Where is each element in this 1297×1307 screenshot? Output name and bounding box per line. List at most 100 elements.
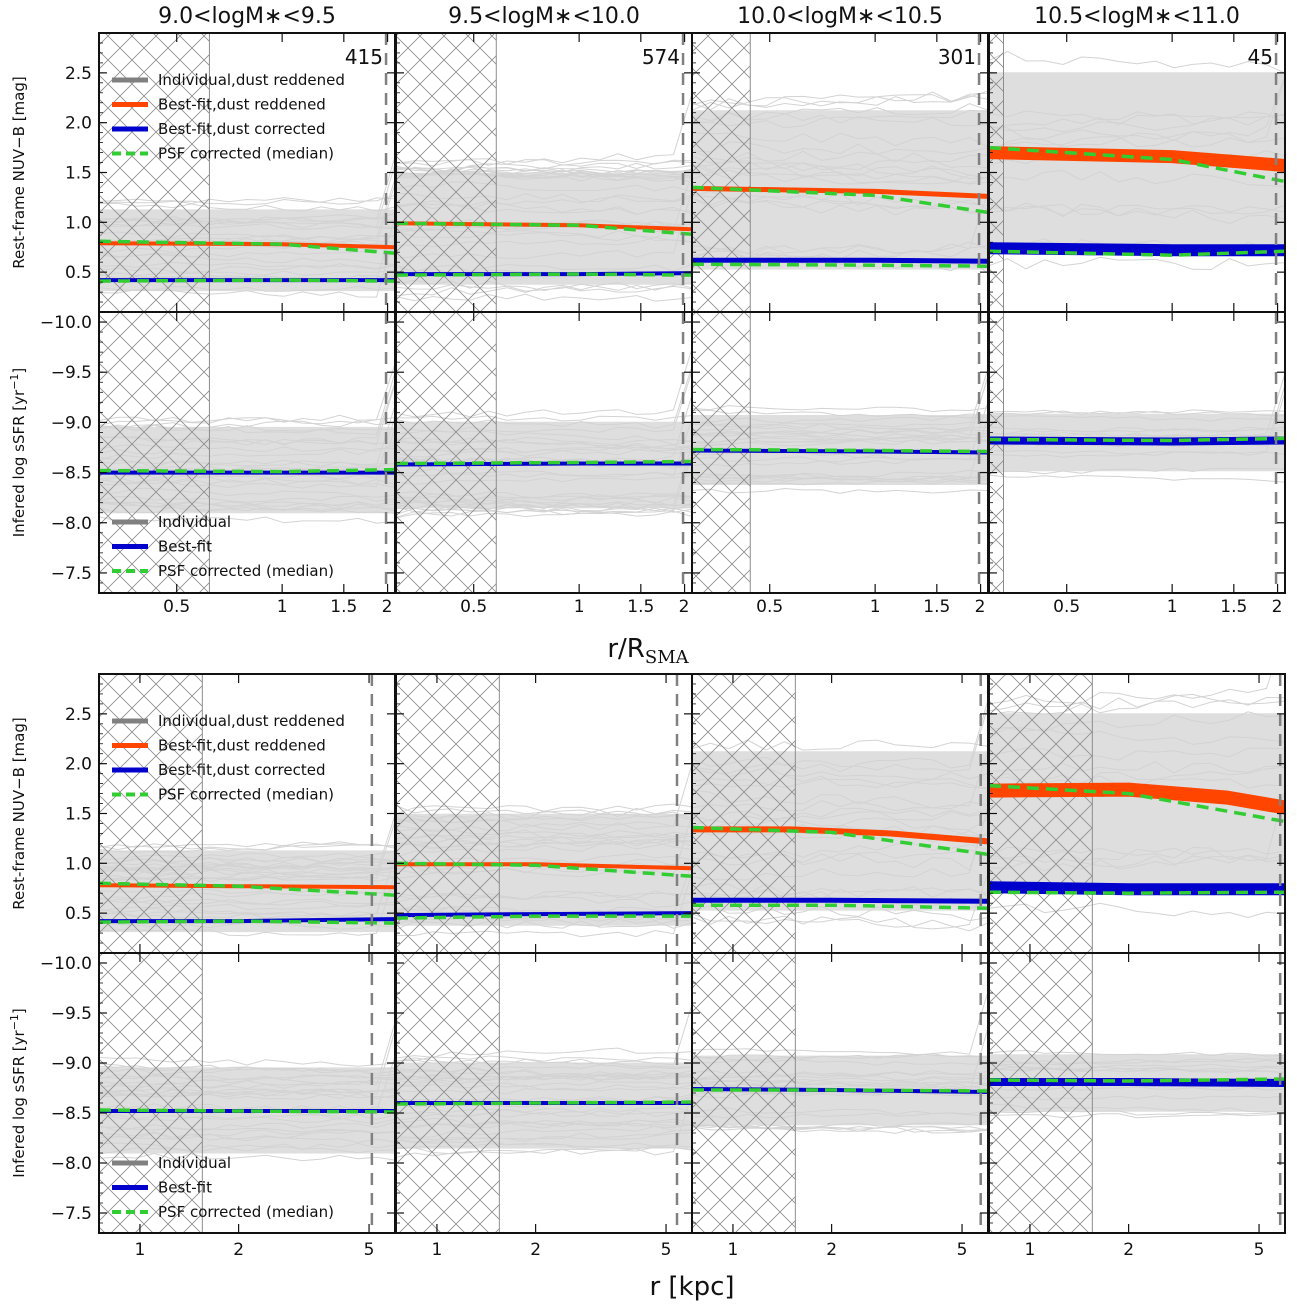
panel-series-group — [99, 674, 395, 953]
individual-profile-line — [989, 451, 1285, 458]
panel-series-group — [989, 674, 1285, 953]
legend-label: Best-fit,dust reddened — [158, 737, 326, 755]
legend-label: Individual — [158, 513, 231, 531]
x-tick-label: 2 — [826, 1240, 837, 1260]
panel-series-group — [99, 312, 395, 593]
panel-series-group — [692, 33, 988, 312]
y-tick-label: 1.0 — [65, 854, 92, 874]
x-tick-label: 0.5 — [756, 597, 783, 617]
y-tick-label: −9.5 — [51, 1004, 92, 1024]
psf-corrected-ssfr-line — [692, 447, 988, 454]
y-axis-label-ssfr: Infered log sSFR [yr−1] — [8, 368, 28, 538]
y-axis-label-ssfr-bracket: ] — [10, 1008, 28, 1014]
x-tick-label: 1.5 — [330, 597, 357, 617]
galaxy-count: 415 — [345, 45, 383, 69]
best-fit-dust-reddened-line — [989, 782, 1285, 815]
panel-series-group — [989, 33, 1285, 312]
psf-hatch-region — [989, 953, 1093, 1233]
y-tick-label: 2.5 — [65, 64, 92, 84]
panel-individual-group — [99, 312, 395, 593]
y-axis-label-color: Rest-frame NUV−B [mag] — [10, 76, 28, 268]
y-tick-label: −7.5 — [51, 564, 92, 584]
y-axis-label-color: Rest-frame NUV−B [mag] — [10, 717, 28, 909]
psf-corrected-ssfr-line — [989, 1077, 1285, 1083]
individual-profile-line — [989, 409, 1285, 417]
best-fit-dust-corrected-line — [989, 881, 1285, 896]
y-tick-label: 2.0 — [65, 114, 92, 134]
psf-corrected-ssfr-line — [99, 1108, 395, 1114]
x-tick-label: 2 — [1123, 1240, 1134, 1260]
x-axis-label-top: r/RSMA — [607, 634, 689, 668]
psf-corrected-median-corrected-line — [396, 272, 692, 277]
individual-profile-line — [989, 169, 1285, 188]
column-title: 9.0<logM∗<9.5 — [158, 4, 336, 29]
psf-corrected-median-reddened-line — [989, 145, 1285, 184]
psf-corrected-median-reddened-line — [692, 825, 988, 857]
psf-corrected-ssfr-line — [692, 1088, 988, 1093]
x-tick-label: 5 — [661, 1240, 672, 1260]
panel-individual-group — [396, 33, 692, 312]
legend-label: Best-fit,dust reddened — [158, 96, 326, 114]
panel-series-group — [692, 312, 988, 593]
x-axis-label-subscript: SMA — [645, 647, 690, 668]
psf-corrected-median-corrected-line — [989, 249, 1285, 257]
y-tick-label: −9.0 — [51, 413, 92, 433]
y-axis-label-ssfr-exponent: −1 — [8, 374, 21, 390]
y-axis-label-ssfr-main: Infered log sSFR [yr — [10, 389, 28, 537]
y-axis-label-ssfr-exponent: −1 — [8, 1014, 21, 1030]
individual-profile-line — [989, 50, 1285, 74]
x-tick-label: 2 — [382, 597, 393, 617]
panel-series-group — [692, 674, 988, 953]
psf-corrected-median-reddened-line — [989, 783, 1285, 824]
individual-profile-line — [989, 136, 1285, 149]
x-tick-label: 1 — [1025, 1240, 1036, 1260]
legend-label: Best-fit,dust corrected — [158, 120, 326, 138]
y-tick-label: −9.5 — [51, 363, 92, 383]
x-tick-label: 5 — [1254, 1240, 1265, 1260]
psf-hatch-region — [692, 674, 796, 953]
y-tick-label: 1.5 — [65, 805, 92, 825]
psf-corrected-ssfr-line — [989, 436, 1285, 443]
y-tick-label: −10.0 — [40, 313, 92, 333]
psf-corrected-median-corrected-line — [692, 262, 988, 268]
x-tick-label: 0.5 — [460, 597, 487, 617]
x-tick-label: 1 — [870, 597, 881, 617]
psf-corrected-median-reddened-line — [692, 185, 988, 215]
psf-corrected-median-reddened-line — [99, 239, 395, 255]
psf-hatch-region — [396, 33, 497, 312]
psf-corrected-ssfr-line — [396, 459, 692, 466]
best-fit-dust-corrected-line — [692, 897, 988, 904]
x-tick-label: 1 — [277, 597, 288, 617]
panel-individual-group — [99, 674, 395, 953]
best-fit-dust-corrected-line — [692, 257, 988, 264]
panel-individual-group — [692, 953, 988, 1233]
individual-profile-line — [989, 426, 1285, 435]
panel-individual-group — [396, 312, 692, 593]
column-title: 10.0<logM∗<10.5 — [737, 4, 943, 29]
x-tick-label: 1.5 — [1220, 597, 1247, 617]
x-tick-label: 1 — [574, 597, 585, 617]
y-axis-label-ssfr: Infered log sSFR [yr−1] — [8, 1008, 28, 1178]
x-tick-label: 5 — [364, 1240, 375, 1260]
individual-profile-line — [989, 426, 1285, 433]
best-fit-ssfr-line — [989, 1078, 1285, 1087]
y-tick-label: −8.5 — [51, 464, 92, 484]
y-tick-label: 0.5 — [65, 904, 92, 924]
psf-corrected-median-corrected-line — [99, 278, 395, 283]
legend-label: Best-fit,dust corrected — [158, 761, 326, 779]
individual-profile-line — [989, 373, 1285, 437]
y-axis-label-ssfr-bracket: ] — [10, 368, 28, 374]
legend-label: PSF corrected (median) — [158, 1203, 334, 1221]
panel-series-group — [989, 312, 1285, 593]
psf-corrected-median-reddened-line — [396, 861, 692, 879]
x-tick-label: 1.5 — [923, 597, 950, 617]
x-tick-label: 2 — [975, 597, 986, 617]
panel-series-group — [989, 953, 1285, 1233]
panel-individual-group — [989, 312, 1285, 593]
psf-corrected-ssfr-line — [99, 467, 395, 474]
individual-profile-line — [989, 409, 1285, 415]
y-tick-label: −8.0 — [51, 1154, 92, 1174]
legend-label: PSF corrected (median) — [158, 786, 334, 804]
legend-label: Best-fit — [158, 538, 212, 556]
